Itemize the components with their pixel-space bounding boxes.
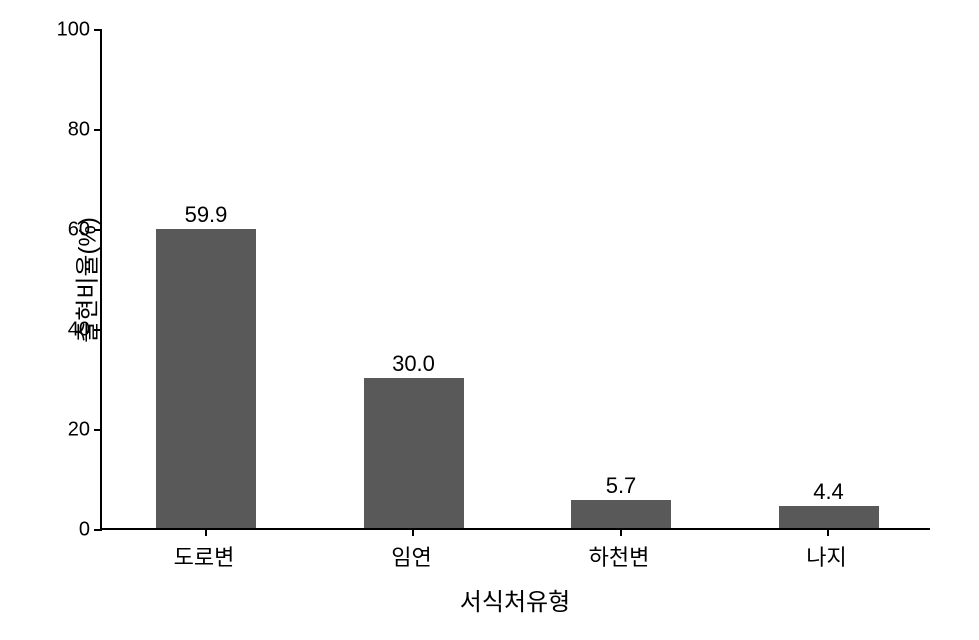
y-axis-label: 0 (40, 519, 90, 542)
y-tick (94, 29, 102, 31)
y-tick (94, 429, 102, 431)
bar-1 (364, 378, 464, 528)
x-axis-label: 도로변 (174, 540, 235, 572)
y-tick (94, 529, 102, 531)
bar-3 (779, 506, 879, 528)
x-axis-label: 임연 (391, 540, 431, 572)
y-axis-label: 80 (40, 119, 90, 142)
y-axis-label: 20 (40, 419, 90, 442)
x-tick (827, 528, 829, 536)
bar-0 (156, 229, 256, 529)
x-tick (620, 528, 622, 536)
y-tick (94, 129, 102, 131)
bar-2 (571, 500, 671, 529)
x-axis-label: 하천변 (589, 540, 650, 572)
x-axis-label: 나지 (806, 540, 846, 572)
bar-label-1: 30.0 (392, 351, 435, 377)
y-axis-label: 100 (40, 19, 90, 42)
bar-label-0: 59.9 (185, 202, 228, 228)
plot-area: 59.9 30.0 5.7 4.4 (100, 30, 930, 530)
x-tick (205, 528, 207, 536)
x-axis-title: 서식처유형 (460, 582, 570, 617)
y-axis-title: 출현비율(%) (67, 217, 102, 343)
chart-container: 59.9 30.0 5.7 4.4 0 20 40 60 80 100 도로변 … (100, 30, 930, 530)
bar-label-2: 5.7 (606, 473, 637, 499)
x-tick (412, 528, 414, 536)
bar-label-3: 4.4 (813, 479, 844, 505)
